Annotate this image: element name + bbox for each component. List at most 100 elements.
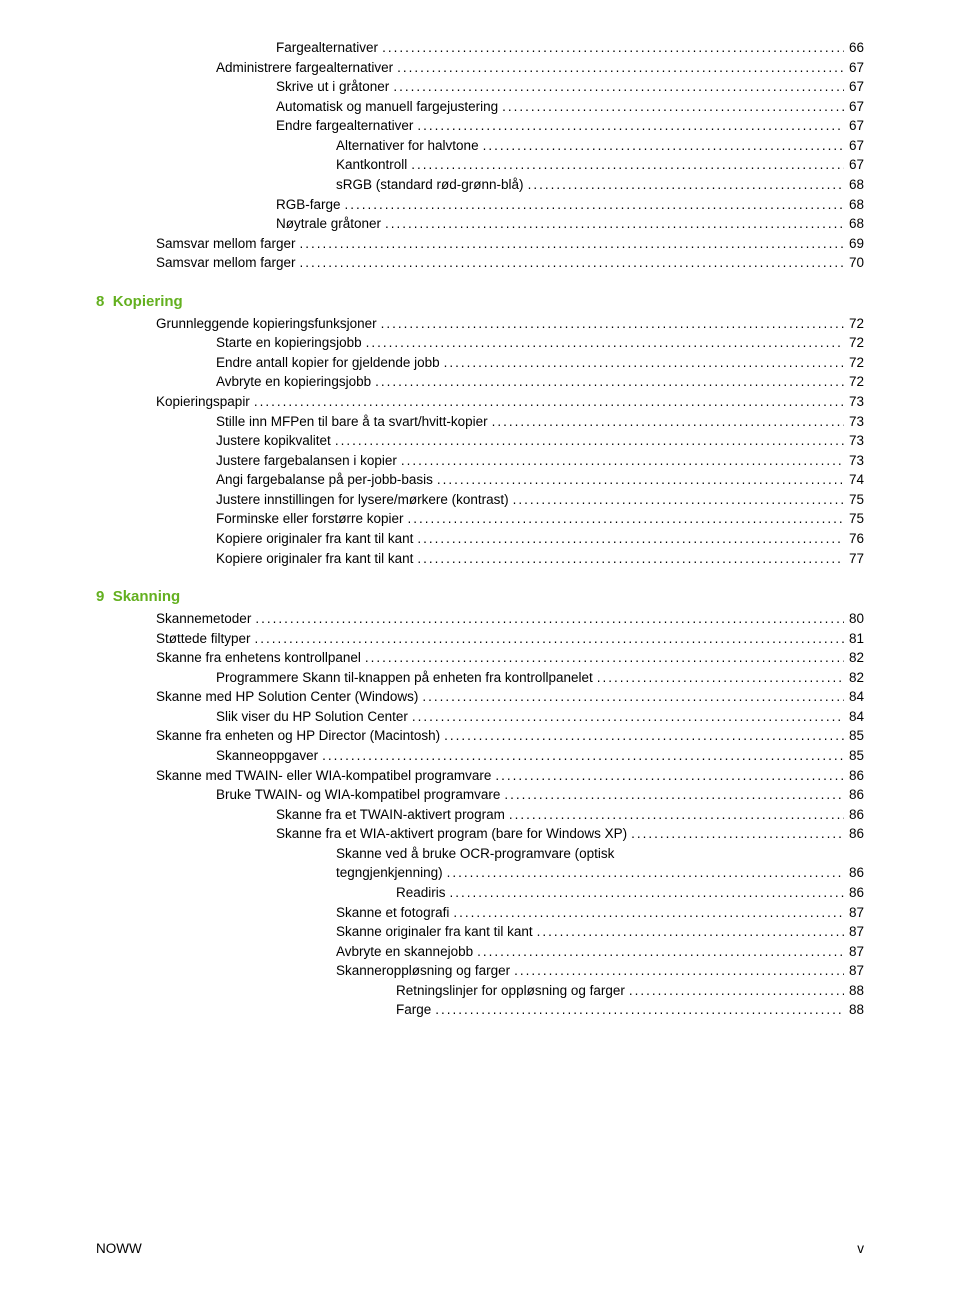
toc-label: Samsvar mellom farger [156,253,296,273]
toc-entry[interactable]: Justere kopikvalitet73 [96,431,864,451]
toc-page: 73 [844,451,864,471]
toc-label: Administrere fargealternativer [216,58,393,78]
toc-label: Skanneoppgaver [216,746,318,766]
toc-label: Endre antall kopier for gjeldende jobb [216,353,440,373]
toc-entry[interactable]: Farge 88 [96,1000,864,1020]
toc-label: Skanneroppløsning og farger [336,961,510,981]
toc-leader [389,77,844,97]
toc-leader [500,785,844,805]
toc-leader [408,707,844,727]
toc-entry[interactable]: Retningslinjer for oppløsning og farger8… [96,981,864,1001]
toc-page: 69 [844,234,864,254]
toc-entry[interactable]: Starte en kopieringsjobb72 [96,333,864,353]
toc-entry[interactable]: Samsvar mellom farger 70 [96,253,864,273]
toc-entry[interactable]: Nøytrale gråtoner 68 [96,214,864,234]
toc-entry[interactable]: Justere innstillingen for lysere/mørkere… [96,490,864,510]
toc-entry[interactable]: Kopiere originaler fra kant til kant76 [96,529,864,549]
toc-leader [251,629,844,649]
toc-entry[interactable]: Justere fargebalansen i kopier 73 [96,451,864,471]
toc-entry[interactable]: Endre antall kopier for gjeldende jobb72 [96,353,864,373]
toc-entry[interactable]: Skanne fra et WIA-aktivert program (bare… [96,824,864,844]
toc-label: Justere fargebalansen i kopier [216,451,397,471]
toc-entry[interactable]: Avbryte en kopieringsjobb72 [96,372,864,392]
toc-entry[interactable]: Støttede filtyper81 [96,629,864,649]
toc-page: 72 [844,333,864,353]
toc-entry[interactable]: Endre fargealternativer 67 [96,116,864,136]
toc-leader [296,253,844,273]
toc-entry[interactable]: Skanne fra et TWAIN-aktivert program86 [96,805,864,825]
toc-entry[interactable]: Slik viser du HP Solution Center84 [96,707,864,727]
toc-leader [443,863,844,883]
toc-leader [361,648,844,668]
toc-entry[interactable]: Skrive ut i gråtoner 67 [96,77,864,97]
toc-entry[interactable]: Readiris86 [96,883,864,903]
toc-leader [250,392,844,412]
toc-entry[interactable]: Forminske eller forstørre kopier75 [96,509,864,529]
toc-entry[interactable]: Skanne et fotografi87 [96,903,864,923]
toc-label: Avbryte en skannejobb [336,942,473,962]
toc-leader [524,175,844,195]
toc-page: 73 [844,412,864,432]
toc-page: 76 [844,529,864,549]
toc-leader [440,353,844,373]
toc-page: 77 [844,549,864,569]
toc-entry[interactable]: tegngjenkjenning) 86 [96,863,864,883]
toc-leader [625,981,844,1001]
toc-entry[interactable]: Skanne fra enheten og HP Director (Macin… [96,726,864,746]
toc-page: 86 [844,805,864,825]
toc-entry[interactable]: Skanne fra enhetens kontrollpanel82 [96,648,864,668]
toc-page: Fargealternativer 66 Administrere fargea… [96,38,864,1020]
toc-page: 68 [844,214,864,234]
toc-entry[interactable]: Grunnleggende kopieringsfunksjoner72 [96,314,864,334]
toc-label: Forminske eller forstørre kopier [216,509,404,529]
toc-label: Skanne med TWAIN- eller WIA-kompatibel p… [156,766,491,786]
toc-page: 68 [844,175,864,195]
chapter-heading[interactable]: 8 Kopiering [96,293,864,310]
toc-entry[interactable]: Skanne med TWAIN- eller WIA-kompatibel p… [96,766,864,786]
toc-entry[interactable]: Avbryte en skannejobb87 [96,942,864,962]
toc-leader [418,687,844,707]
toc-entry[interactable]: Samsvar mellom farger 69 [96,234,864,254]
toc-entry[interactable]: Skanneoppgaver85 [96,746,864,766]
toc-label: Endre fargealternativer [276,116,413,136]
chapter-title: Kopiering [113,293,183,310]
toc-entry[interactable]: Kopieringspapir73 [96,392,864,412]
toc-entry[interactable]: RGB-farge 68 [96,195,864,215]
toc-entry[interactable]: Programmere Skann til-knappen på enheten… [96,668,864,688]
toc-entry[interactable]: Alternativer for halvtone 67 [96,136,864,156]
toc-entry[interactable]: Angi fargebalanse på per-jobb-basis74 [96,470,864,490]
toc-label: Retningslinjer for oppløsning og farger [396,981,625,1001]
chapter-title: Skanning [113,588,181,605]
toc-entry[interactable]: Skanneroppløsning og farger87 [96,961,864,981]
toc-page: 88 [844,1000,864,1020]
toc-entry[interactable]: Kantkontroll 67 [96,155,864,175]
toc-entry[interactable]: Administrere fargealternativer 67 [96,58,864,78]
toc-entry[interactable]: Skanne med HP Solution Center (Windows)8… [96,687,864,707]
toc-entry[interactable]: Fargealternativer 66 [96,38,864,58]
toc-label: Avbryte en kopieringsjobb [216,372,371,392]
toc-entry[interactable]: sRGB (standard rød-grønn-blå) 68 [96,175,864,195]
toc-page: 73 [844,392,864,412]
toc-leader [296,234,844,254]
toc-leader [498,97,844,117]
chapter-number: 9 [96,588,104,605]
toc-entry[interactable]: Kopiere originaler fra kant til kant77 [96,549,864,569]
toc-entry[interactable]: Skanne originaler fra kant til kant87 [96,922,864,942]
toc-entry[interactable]: Automatisk og manuell fargejustering 67 [96,97,864,117]
toc-page: 86 [844,766,864,786]
toc-label: Skannemetoder [156,609,251,629]
toc-entry[interactable]: Stille inn MFPen til bare å ta svart/hvi… [96,412,864,432]
toc-label: Skanne fra enheten og HP Director (Macin… [156,726,440,746]
toc-page: 70 [844,253,864,273]
toc-leader [533,922,844,942]
toc-leader [413,529,844,549]
chapter-heading[interactable]: 9 Skanning [96,588,864,605]
footer-right: v [857,1241,864,1256]
toc-leader [449,903,844,923]
toc-label: Farge [396,1000,431,1020]
toc-entry[interactable]: Bruke TWAIN- og WIA-kompatibel programva… [96,785,864,805]
toc-entry[interactable]: Skannemetoder80 [96,609,864,629]
toc-label: Readiris [396,883,446,903]
toc-label: Skrive ut i gråtoner [276,77,389,97]
toc-leader [377,314,844,334]
